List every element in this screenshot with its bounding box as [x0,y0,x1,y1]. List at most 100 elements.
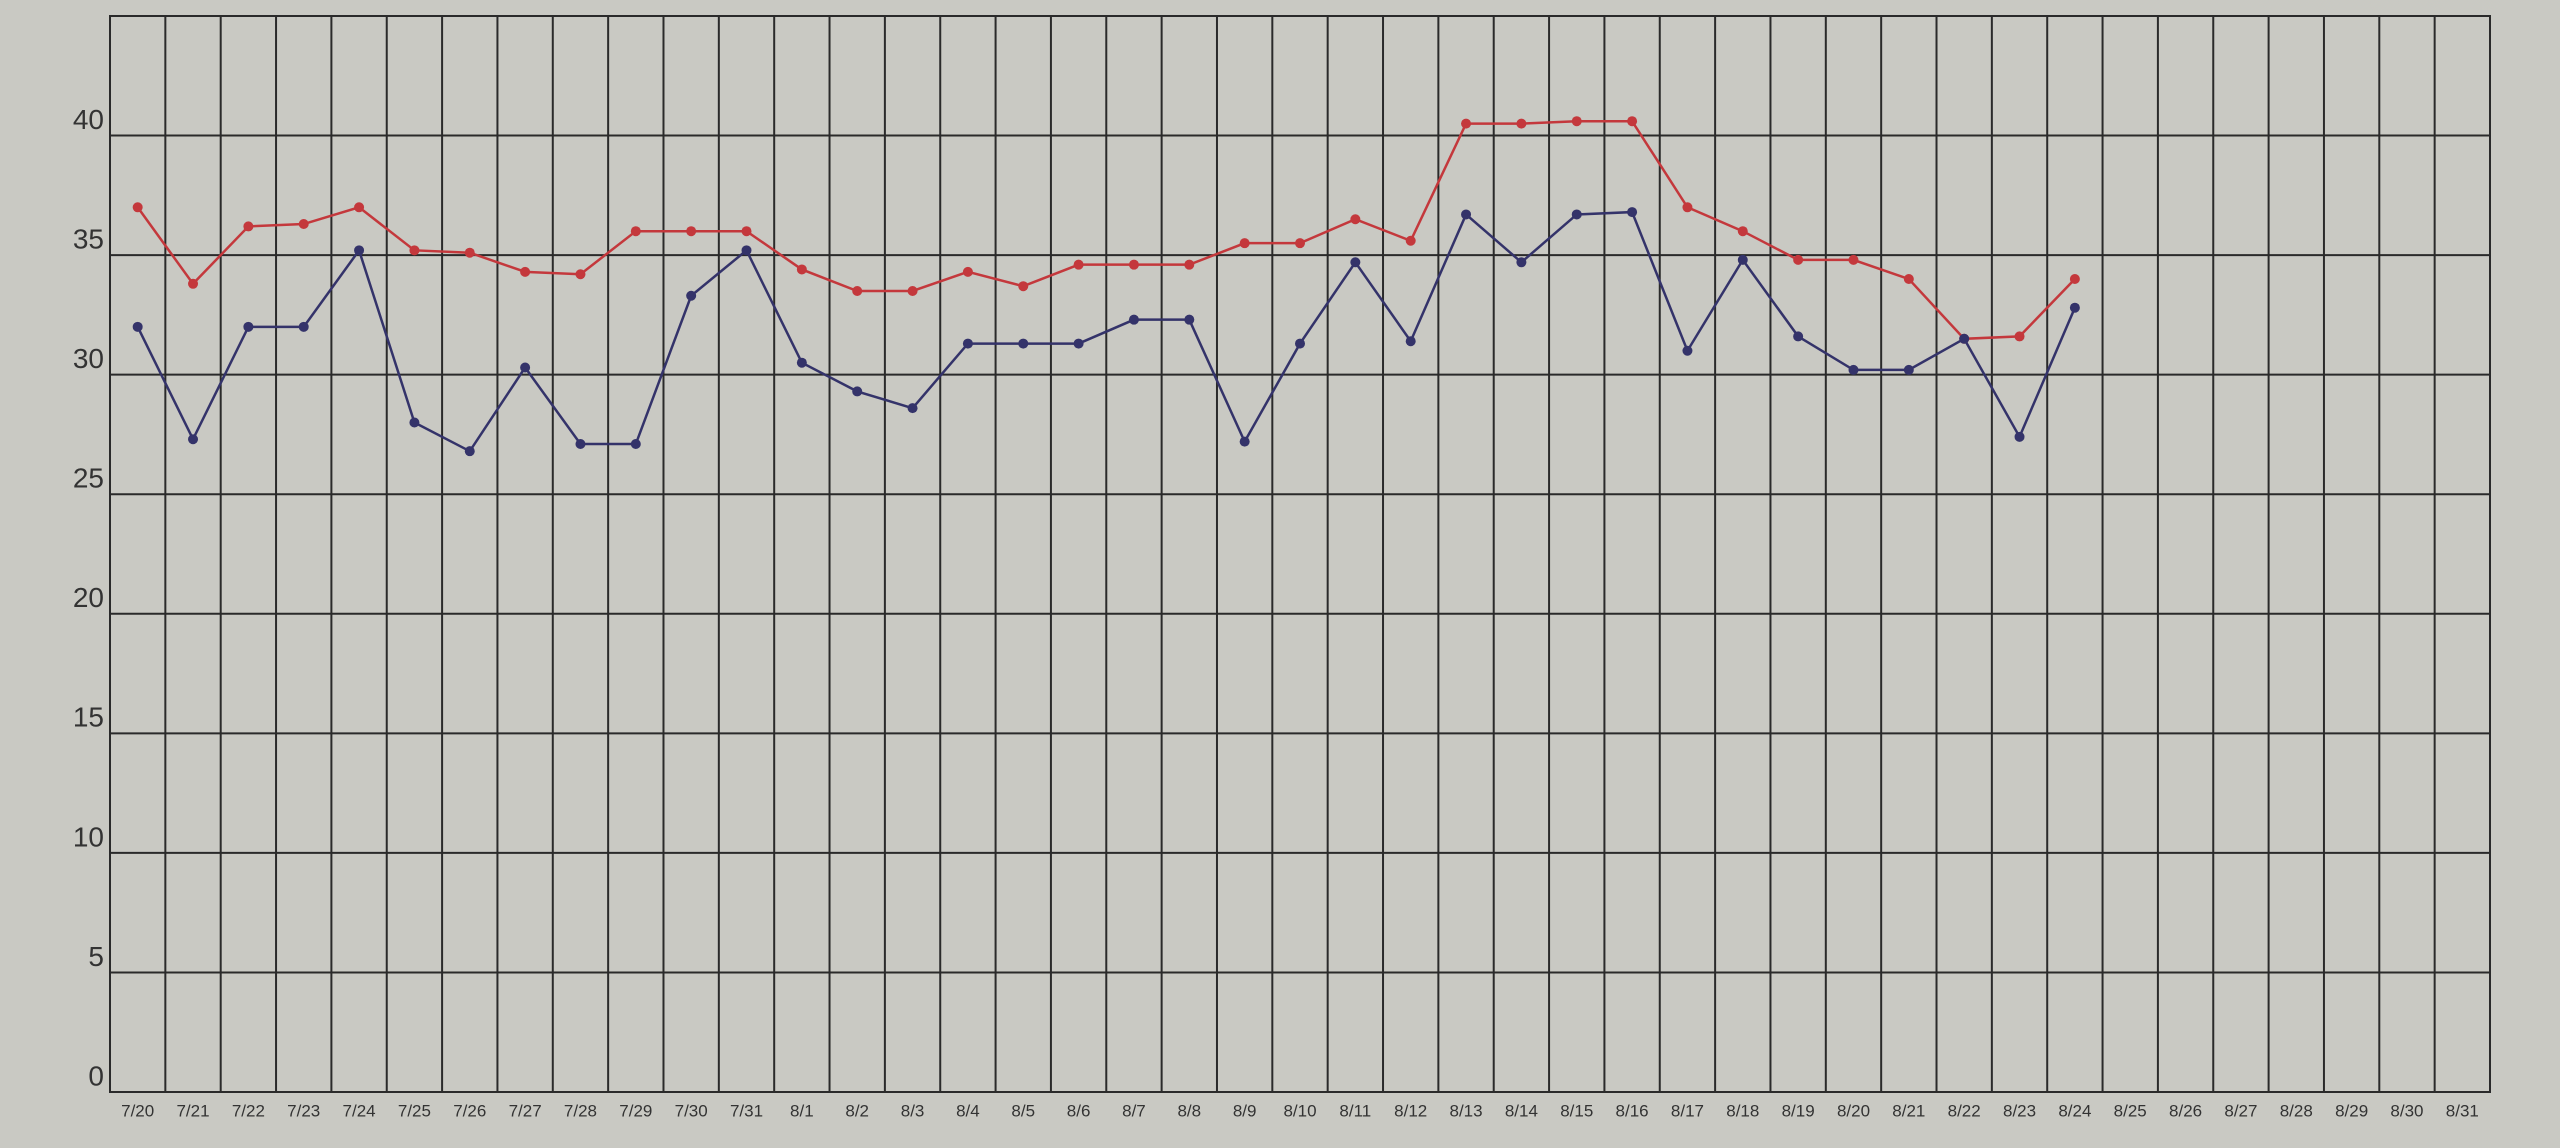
data-point [520,362,531,373]
x-tick-label: 7/28 [564,1101,597,1120]
data-point [1461,209,1472,220]
data-point [962,266,973,277]
y-tick-label: 10 [73,821,104,852]
data-point [132,321,143,332]
data-point [1073,338,1084,349]
x-tick-label: 7/30 [675,1101,708,1120]
x-tick-label: 8/27 [2224,1101,2257,1120]
data-point [1793,331,1804,342]
data-point [1295,338,1305,349]
data-point [1239,436,1250,447]
data-point [188,434,199,445]
x-tick-label: 8/30 [2390,1101,2423,1120]
data-point [1128,259,1139,270]
x-tick-label: 7/29 [619,1101,652,1120]
data-point [1128,314,1139,325]
data-point [1516,118,1527,129]
data-point [2014,431,2025,442]
data-point [1793,254,1804,265]
data-point [1737,254,1748,265]
data-point [1073,259,1084,270]
data-point [1461,118,1472,129]
data-point [1405,336,1416,347]
y-tick-label: 20 [73,582,104,613]
series-line [136,210,2077,453]
y-tick-label: 25 [73,463,104,494]
x-tick-label: 7/24 [343,1101,376,1120]
data-point [1571,209,1582,220]
data-point [630,226,641,237]
data-point [354,202,365,213]
x-tick-label: 7/23 [287,1101,320,1120]
data-point [907,403,918,414]
x-tick-label: 8/25 [2114,1101,2147,1120]
data-point [686,226,697,237]
y-tick-label: 0 [88,1060,104,1091]
data-point [907,285,918,296]
x-tick-label: 8/10 [1283,1101,1316,1120]
x-tick-label: 8/9 [1233,1101,1257,1120]
data-point [464,446,475,457]
data-point [575,439,586,450]
data-point [520,266,531,277]
x-tick-label: 8/1 [790,1101,814,1120]
x-tick-label: 8/3 [901,1101,925,1120]
data-point [298,219,309,230]
x-tick-label: 7/22 [232,1101,265,1120]
data-point [1018,281,1029,292]
data-point [1627,116,1638,127]
x-tick-label: 7/31 [730,1101,763,1120]
data-point [1405,235,1416,246]
x-tick-label: 8/31 [2446,1101,2479,1120]
x-tick-label: 8/19 [1782,1101,1815,1120]
data-point [1571,116,1582,127]
data-point [686,290,697,301]
x-tick-label: 8/29 [2335,1101,2368,1120]
data-point [243,221,254,232]
x-tick-label: 8/22 [1948,1101,1981,1120]
data-point [1959,333,1970,344]
data-point [188,278,199,289]
data-point [962,338,973,349]
x-tick-label: 8/21 [1892,1101,1925,1120]
data-point [1350,257,1361,268]
x-tick-label: 8/7 [1122,1101,1146,1120]
data-point [1848,364,1859,375]
series-line [136,119,2076,341]
data-point [1627,207,1638,218]
data-point [1184,314,1195,325]
data-point [464,247,475,258]
x-tick-label: 8/24 [2058,1101,2091,1120]
x-tick-label: 7/25 [398,1101,431,1120]
x-tick-label: 7/21 [176,1101,209,1120]
data-point [409,417,420,428]
data-point [1295,238,1305,249]
x-tick-label: 8/8 [1177,1101,1201,1120]
data-point [1184,259,1195,270]
data-point [852,285,863,296]
x-tick-label: 8/13 [1449,1101,1482,1120]
x-tick-label: 7/27 [509,1101,542,1120]
data-point [796,357,807,368]
data-point [2069,274,2080,285]
data-point [2014,331,2025,342]
data-point [1737,226,1748,237]
x-tick-label: 8/28 [2280,1101,2313,1120]
data-point [1848,254,1859,265]
data-point [1239,238,1250,249]
data-point [630,439,641,450]
x-tick-label: 7/26 [453,1101,486,1120]
data-point [132,202,143,213]
data-point [409,245,420,256]
y-tick-label: 40 [73,104,104,135]
x-tick-label: 8/4 [956,1101,980,1120]
y-tick-label: 5 [88,941,104,972]
x-tick-label: 8/11 [1339,1101,1371,1120]
data-point [2069,302,2080,313]
x-tick-label: 8/26 [2169,1101,2202,1120]
y-tick-label: 35 [73,224,104,255]
x-tick-label: 8/14 [1505,1101,1538,1120]
x-tick-label: 8/23 [2003,1101,2036,1120]
x-tick-label: 8/17 [1671,1101,1704,1120]
